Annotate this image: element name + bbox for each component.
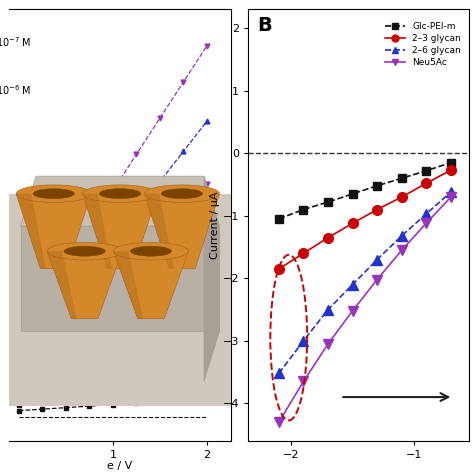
Neu5Ac bbox=[399, 247, 405, 253]
2–6 glycan bbox=[448, 189, 454, 195]
Neu5Ac bbox=[350, 308, 356, 314]
2–3 glycan bbox=[399, 194, 405, 200]
Line: 2–3 glycan: 2–3 glycan bbox=[274, 165, 456, 274]
2–3 glycan bbox=[276, 266, 282, 272]
Glc-PEI-m bbox=[301, 207, 306, 212]
Glc-PEI-m bbox=[448, 160, 454, 165]
Line: Neu5Ac: Neu5Ac bbox=[274, 192, 456, 427]
Neu5Ac bbox=[374, 277, 380, 283]
Neu5Ac bbox=[276, 419, 282, 425]
Text: Glc-PEI: Glc-PEI bbox=[76, 389, 117, 399]
Neu5Ac bbox=[448, 194, 454, 200]
Text: $10^{-6}$ M: $10^{-6}$ M bbox=[0, 83, 32, 97]
2–3 glycan bbox=[301, 250, 306, 256]
2–3 glycan bbox=[448, 167, 454, 173]
Text: B: B bbox=[257, 16, 272, 35]
Neu5Ac bbox=[301, 379, 306, 384]
Line: 2–6 glycan: 2–6 glycan bbox=[274, 187, 456, 378]
Legend: Glc-PEI-m, 2–3 glycan, 2–6 glycan, Neu5Ac: Glc-PEI-m, 2–3 glycan, 2–6 glycan, Neu5A… bbox=[382, 18, 465, 71]
Glc-PEI-m bbox=[276, 216, 282, 222]
Glc-PEI-m bbox=[399, 175, 405, 181]
Neu5Ac bbox=[325, 341, 331, 347]
2–6 glycan bbox=[423, 211, 429, 217]
Y-axis label: Current / μA: Current / μA bbox=[210, 191, 220, 259]
2–6 glycan bbox=[325, 307, 331, 312]
Line: Glc-PEI-m: Glc-PEI-m bbox=[275, 158, 455, 223]
2–6 glycan bbox=[301, 338, 306, 344]
2–3 glycan bbox=[350, 220, 356, 226]
Glc-PEI-m bbox=[325, 199, 331, 205]
Glc-PEI-m bbox=[350, 191, 356, 197]
2–3 glycan bbox=[423, 181, 429, 186]
2–3 glycan bbox=[374, 207, 380, 212]
Glc-PEI-m bbox=[374, 183, 380, 189]
2–6 glycan bbox=[399, 233, 405, 238]
X-axis label: e / V: e / V bbox=[108, 461, 133, 471]
Text: $10^{-7}$ M: $10^{-7}$ M bbox=[0, 36, 32, 49]
2–6 glycan bbox=[276, 371, 282, 376]
2–3 glycan bbox=[325, 235, 331, 240]
2–6 glycan bbox=[374, 257, 380, 263]
Neu5Ac bbox=[423, 220, 429, 226]
2–6 glycan bbox=[350, 282, 356, 287]
Glc-PEI-m bbox=[423, 168, 429, 173]
